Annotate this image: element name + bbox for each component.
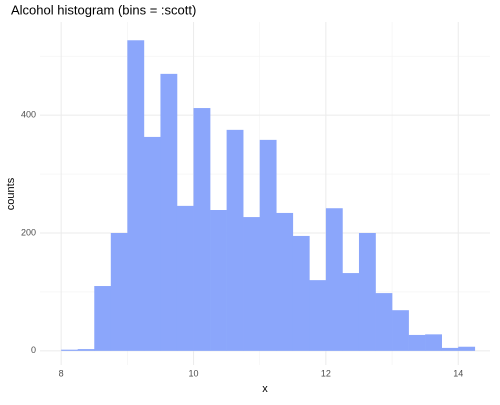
bar xyxy=(342,273,360,351)
bar xyxy=(226,129,244,351)
bar xyxy=(127,40,145,351)
bar xyxy=(425,334,442,351)
x-tick-label: 10 xyxy=(189,368,199,378)
bar xyxy=(325,208,343,351)
bar xyxy=(61,349,79,351)
bar xyxy=(458,346,476,351)
chart-title: Alcohol histogram (bins = :scott) xyxy=(11,2,196,17)
bar xyxy=(193,108,211,351)
y-axis-label: counts xyxy=(5,177,17,210)
y-tick-label: 200 xyxy=(21,227,36,237)
bar xyxy=(441,347,459,351)
bar xyxy=(110,232,128,351)
bar xyxy=(259,139,277,351)
bar xyxy=(77,349,95,351)
bar xyxy=(375,293,393,351)
bar xyxy=(408,334,426,351)
x-tick-label: 14 xyxy=(453,368,463,378)
bar xyxy=(392,310,409,351)
bar xyxy=(243,217,261,351)
bar xyxy=(292,235,310,351)
x-tick-label: 12 xyxy=(321,368,331,378)
bar xyxy=(210,210,227,351)
y-tick-label: 400 xyxy=(21,109,36,119)
bar xyxy=(309,280,327,351)
bar xyxy=(94,286,112,351)
bar xyxy=(176,205,194,351)
y-tick-label: 0 xyxy=(31,345,36,355)
bar xyxy=(276,212,294,351)
x-axis-label: x xyxy=(262,383,268,395)
x-tick-label: 8 xyxy=(59,368,64,378)
bar xyxy=(143,136,161,351)
bar xyxy=(358,232,376,351)
bar xyxy=(160,73,178,351)
